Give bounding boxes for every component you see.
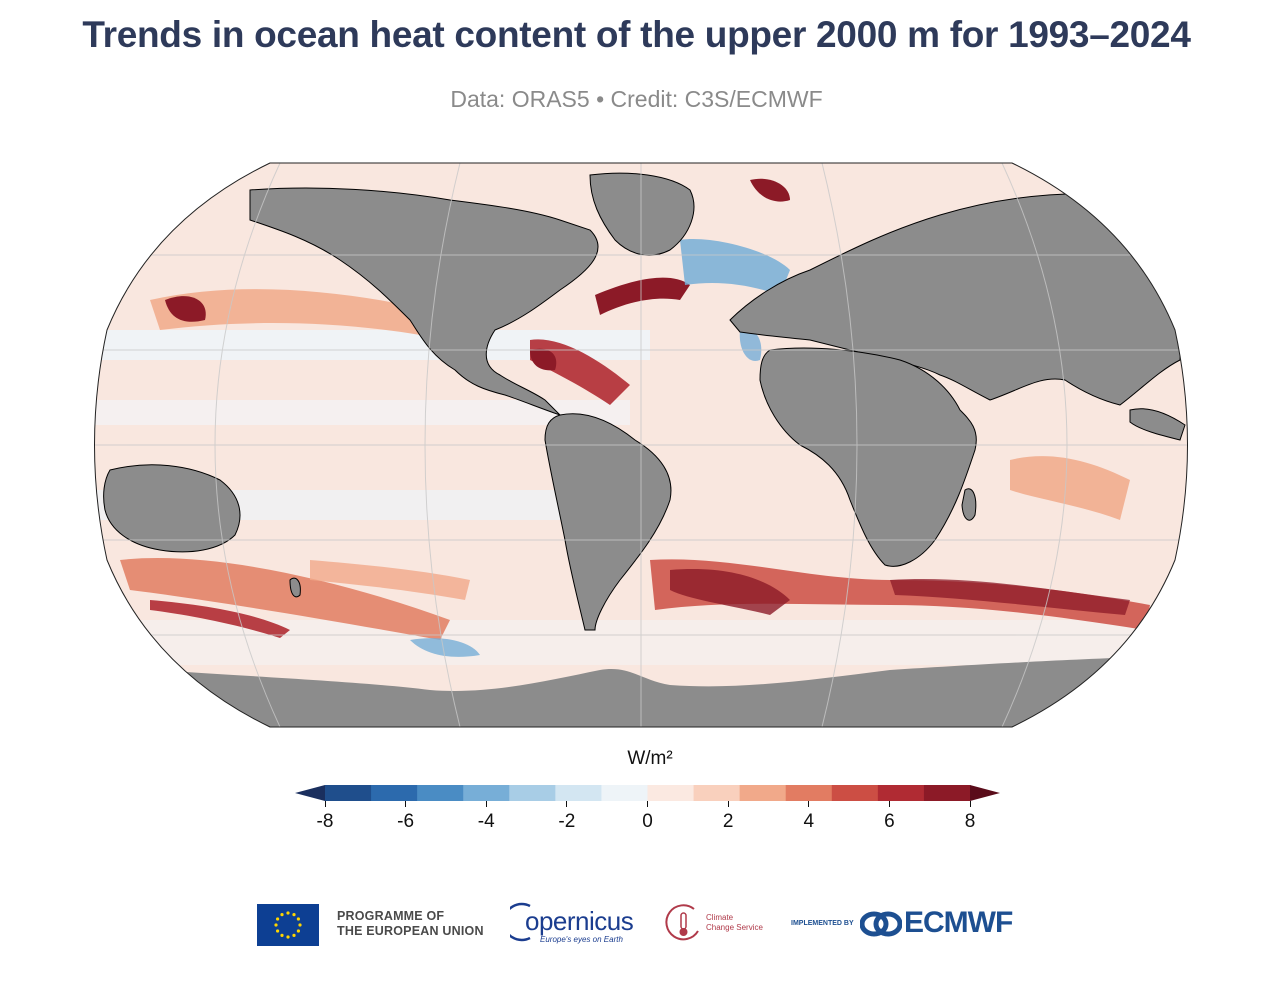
eu-flag-logo: [257, 904, 319, 946]
world-map: [94, 162, 1188, 728]
colorbar-tick-mark: [324, 801, 326, 807]
colorbar-cell: [739, 785, 787, 801]
colorbar-cell: [693, 785, 741, 801]
implemented-by-text: IMPLEMENTED BY: [791, 920, 854, 927]
south-america: [544, 413, 672, 631]
programme-text: PROGRAMME OF THE EUROPEAN UNION: [337, 909, 484, 939]
colorbar-tick-mark: [969, 801, 971, 807]
graticule: [94, 163, 1188, 727]
colorbar: [295, 785, 1000, 801]
colorbar-cell: [785, 785, 833, 801]
copernicus-logo-icon: [510, 902, 531, 942]
colorbar-tick-label: 6: [884, 811, 895, 832]
c3s-thermometer-icon: [665, 904, 699, 941]
colorbar-cell: [877, 785, 925, 801]
colorbar-cell: [463, 785, 510, 801]
colorbar-cell: [601, 785, 648, 801]
programme-line1: PROGRAMME OF: [337, 909, 445, 923]
colorbar-tick-mark: [808, 801, 810, 807]
c3s-line1: Climate: [706, 913, 734, 922]
colorbar-cell: [509, 785, 556, 801]
colorbar-cell: [371, 785, 418, 801]
programme-line2: THE EUROPEAN UNION: [337, 924, 484, 938]
colorbar-extend-min: [295, 785, 325, 801]
colorbar-extend-max: [970, 785, 1000, 801]
colorbar-tick-mark: [566, 801, 568, 807]
greenland: [589, 172, 695, 256]
copernicus-tagline: Europe's eyes on Earth: [540, 935, 623, 944]
colorbar-tick-mark: [888, 801, 890, 807]
colorbar-tick-mark: [405, 801, 407, 807]
colorbar-tick-label: -4: [477, 811, 495, 832]
colorbar-cell: [555, 785, 602, 801]
colorbar-cell: [417, 785, 464, 801]
colorbar-tick-label: -2: [558, 811, 576, 832]
colorbar-tick-label: 4: [803, 811, 815, 832]
colorbar-units: W/m²: [627, 748, 673, 769]
colorbar-cell: [831, 785, 879, 801]
colorbar-cell: [325, 785, 372, 801]
colorbar-cell: [647, 785, 695, 801]
chart-title: Trends in ocean heat content of the uppe…: [82, 14, 1191, 55]
copernicus-name: opernicus: [525, 906, 634, 936]
colorbar-tick-label: 8: [964, 811, 976, 832]
colorbar-cell: [923, 785, 971, 801]
chart-subtitle: Data: ORAS5 • Credit: C3S/ECMWF: [450, 86, 823, 112]
north-america: [249, 187, 599, 416]
colorbar-tick-label: 2: [722, 811, 734, 832]
colorbar-tick-label: -8: [316, 811, 334, 832]
australia: [103, 464, 241, 553]
c3s-text: Climate Change Service: [706, 913, 763, 933]
colorbar-tick-mark: [647, 801, 648, 807]
colorbar-tick-label: -6: [397, 811, 415, 832]
colorbar-tick-label: 0: [642, 811, 653, 832]
colorbar-tick-mark: [727, 801, 729, 807]
ecmwf-name: ECMWF: [904, 906, 1013, 939]
colorbar-tick-mark: [485, 801, 487, 807]
ecmwf-logo-icon: [860, 911, 902, 937]
c3s-line2: Change Service: [706, 923, 763, 932]
africa: [759, 347, 977, 567]
